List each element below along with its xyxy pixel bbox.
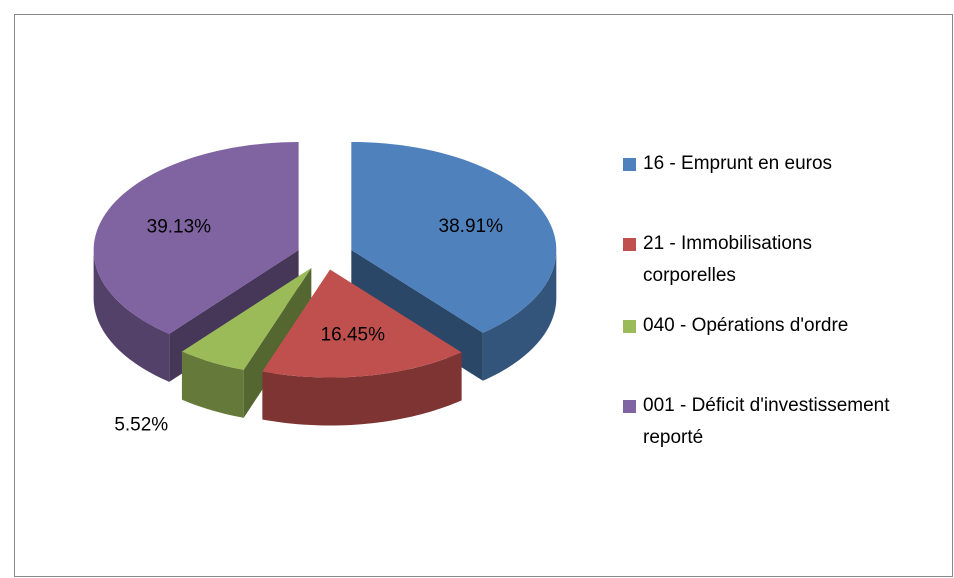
slice-side — [243, 267, 312, 418]
legend-item: 001 - Déficit d'investissement reporté — [623, 390, 903, 454]
legend-item: 040 - Opérations d'ordre — [623, 310, 903, 342]
data-label: 5.52% — [114, 415, 168, 436]
legend-swatch — [623, 238, 636, 251]
slice-top — [181, 267, 312, 370]
slice-top — [262, 269, 462, 378]
legend-label: 040 - Opérations d'ordre — [643, 315, 849, 336]
legend-item: 21 - Immobilisations corporelles — [623, 228, 903, 292]
legend-swatch — [623, 320, 636, 333]
pie-slice — [181, 267, 312, 418]
legend-label: 16 - Emprunt en euros — [643, 153, 833, 174]
slice-outer-side — [482, 249, 557, 381]
slice-outer-side — [262, 352, 462, 426]
slice-top — [351, 141, 557, 333]
data-label: 16.45% — [321, 324, 386, 345]
data-label: 38.91% — [439, 216, 504, 237]
legend-swatch — [623, 400, 636, 413]
legend-label: 001 - Déficit d'investissement reporté — [643, 395, 890, 448]
legend-item: 16 - Emprunt en euros — [623, 148, 903, 180]
legend-label: 21 - Immobilisations corporelles — [643, 233, 812, 286]
slice-outer-side — [181, 351, 244, 418]
chart-border — [14, 14, 953, 577]
pie-slice — [262, 269, 462, 426]
legend-swatch — [623, 158, 636, 171]
data-label: 39.13% — [147, 217, 212, 238]
slice-top — [93, 142, 299, 334]
slice-outer-side — [93, 250, 170, 382]
